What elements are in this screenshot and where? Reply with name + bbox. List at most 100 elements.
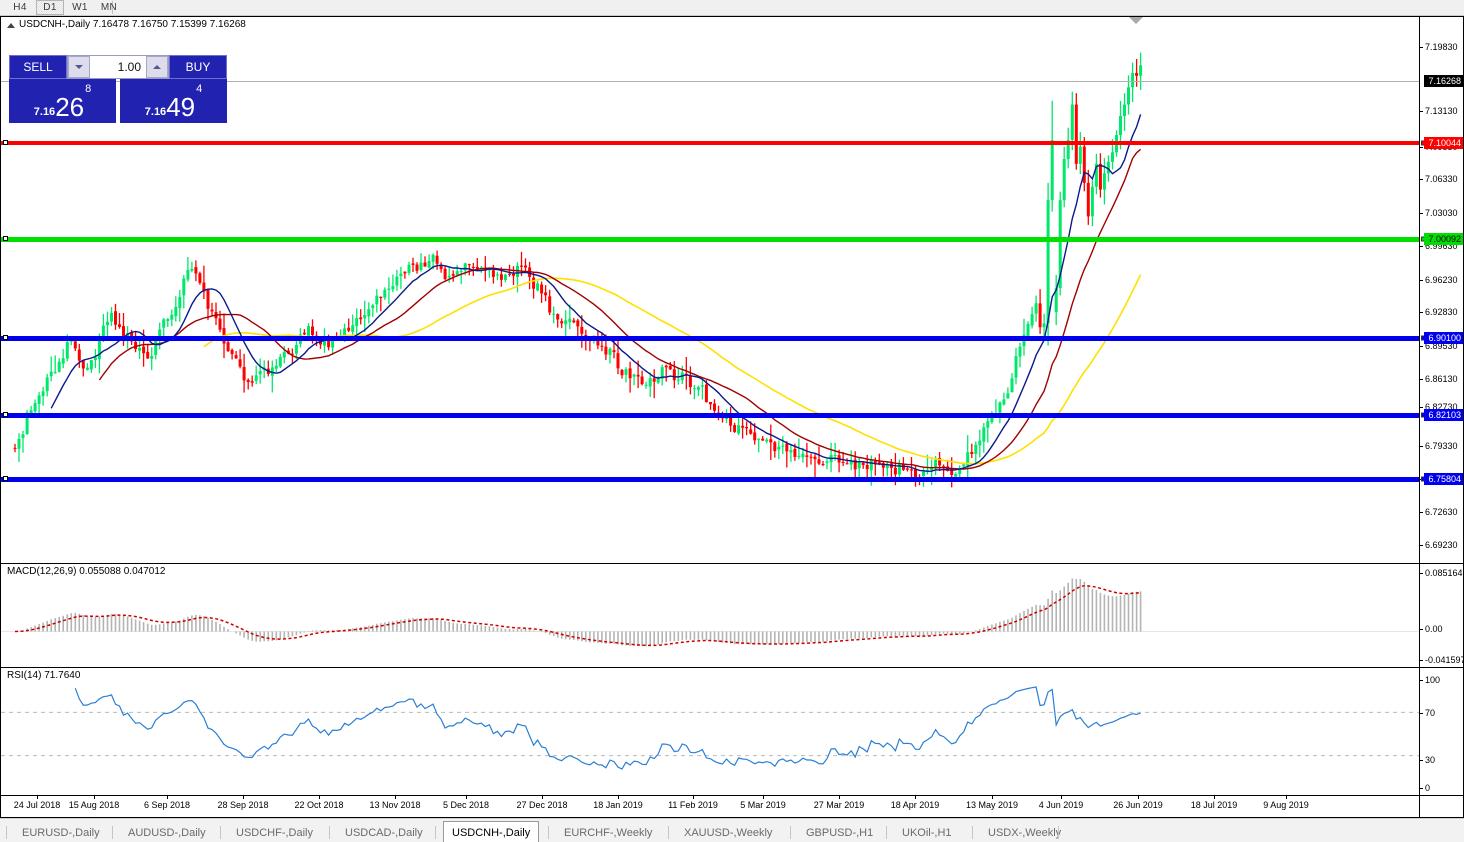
symbol-tab-audusddaily[interactable]: AUDUSD-,Daily [128, 826, 206, 839]
resistance-line-red[interactable] [1, 141, 1419, 145]
tab-separator [886, 826, 887, 839]
tab-separator [972, 826, 973, 839]
price-scale-label: 6.92830 [1425, 307, 1458, 317]
line-anchor-handle[interactable] [3, 140, 8, 145]
macd-scale-tick [1420, 660, 1423, 661]
date-axis-label: 11 Feb 2019 [668, 800, 718, 810]
sell-price-display[interactable]: 7.16 26 8 [9, 79, 116, 123]
price-tick [1420, 407, 1423, 408]
date-axis-label: 5 Mar 2019 [740, 800, 786, 810]
symbol-tab-usdchfdaily[interactable]: USDCHF-,Daily [236, 826, 313, 839]
price-tick [1420, 545, 1423, 546]
chevron-up-icon [153, 65, 161, 69]
date-tick [693, 796, 694, 799]
price-scale-label: 6.82730 [1425, 402, 1458, 412]
date-tick [992, 796, 993, 799]
line-anchor-handle[interactable] [3, 236, 8, 241]
line-anchor-handle[interactable] [3, 412, 8, 417]
macd-title: MACD(12,26,9) 0.055088 0.047012 [7, 566, 166, 577]
resistance-line-red-tag: 7.10044 [1424, 137, 1463, 149]
support-line-blue-3[interactable] [1, 477, 1419, 482]
price-scale-label: 7.06330 [1425, 174, 1458, 184]
sell-price-pipette: 8 [85, 83, 92, 95]
buy-button[interactable]: BUY [169, 55, 227, 79]
symbol-tab-eurchfweekly[interactable]: EURCHF-,Weekly [564, 826, 653, 839]
timeframe-button-h4[interactable]: H4 [13, 2, 27, 13]
price-tick [1420, 346, 1423, 347]
volume-increment-button[interactable] [146, 56, 168, 78]
price-scale-label: 6.69230 [1425, 540, 1458, 550]
date-axis-label: 13 Nov 2018 [369, 800, 421, 810]
tab-separator [112, 826, 113, 839]
date-tick [1286, 796, 1287, 799]
price-tick [1420, 147, 1423, 148]
symbol-tab-ukoilh1[interactable]: UKOil-,H1 [902, 826, 952, 839]
price-tick [1420, 379, 1423, 380]
current-price-line[interactable] [1, 81, 1419, 82]
date-tick [542, 796, 543, 799]
volume-input[interactable]: 1.00 [117, 60, 141, 74]
rsi-plot-area[interactable] [1, 668, 1419, 795]
tab-separator [548, 826, 549, 839]
symbol-tab-xauusdweekly[interactable]: XAUUSD-,Weekly [684, 826, 773, 839]
symbol-tab-usdcaddaily[interactable]: USDCAD-,Daily [345, 826, 423, 839]
price-scale[interactable]: 7.198307.131307.095307.063307.030306.996… [1419, 17, 1463, 580]
date-tick [618, 796, 619, 799]
price-scale-label: 6.79330 [1425, 441, 1458, 451]
toolbar-separator [112, 1, 113, 14]
macd-series [1, 578, 1419, 647]
date-axis-label: 24 Jul 2018 [13, 800, 61, 810]
date-tick [763, 796, 764, 799]
tab-separator [329, 826, 330, 839]
date-tick [94, 796, 95, 799]
date-tick [167, 796, 168, 799]
macd-plot-area[interactable] [1, 564, 1419, 667]
sell-price-prefix: 7.16 [33, 106, 56, 118]
support-line-green[interactable] [1, 237, 1419, 242]
rsi-scale-label: 100 [1425, 675, 1441, 685]
support-line-blue-1[interactable] [1, 336, 1419, 341]
tab-separator [435, 826, 436, 839]
date-tick [37, 796, 38, 799]
price-plot-area[interactable] [1, 17, 1419, 563]
buy-price-pipette: 4 [196, 83, 203, 95]
sell-button[interactable]: SELL [9, 55, 67, 79]
date-axis-label: 22 Oct 2018 [294, 800, 344, 810]
macd-scale: 0.085164 0.00 -0.041597 [1419, 564, 1464, 667]
date-axis-label: 4 Jun 2019 [1038, 800, 1084, 810]
symbol-tab-eurusddaily[interactable]: EURUSD-,Daily [22, 826, 100, 839]
date-axis-label: 18 Jul 2019 [1190, 800, 1238, 810]
line-anchor-handle[interactable] [3, 335, 8, 340]
trade-panel-prices: 7.16 26 8 7.16 49 4 [9, 79, 227, 123]
chart-header-text: USDCNH-,Daily 7.16478 7.16750 7.15399 7.… [19, 19, 246, 30]
date-tick [466, 796, 467, 799]
chart-shift-marker-icon[interactable] [1129, 17, 1143, 24]
collapse-arrow-icon[interactable] [7, 23, 15, 28]
timeframe-button-mn[interactable]: MN [100, 2, 118, 13]
date-axis-label: 9 Aug 2019 [1263, 800, 1309, 810]
chevron-down-icon [75, 65, 83, 69]
support-line-blue-2[interactable] [1, 413, 1419, 418]
line-anchor-handle[interactable] [3, 476, 8, 481]
rsi-scale: 100 70 30 0 [1419, 668, 1463, 795]
sell-price-main: 26 [55, 92, 85, 122]
volume-decrement-button[interactable] [68, 56, 90, 78]
price-tick [1420, 312, 1423, 313]
price-scale-label: 6.89530 [1425, 341, 1458, 351]
price-tick [1420, 280, 1423, 281]
timeframe-button-d1[interactable]: D1 [36, 0, 64, 15]
date-axis-label: 18 Apr 2019 [890, 800, 940, 810]
volume-stepper[interactable]: 1.00 [67, 55, 169, 79]
symbol-tab-bar: EURUSD-,Daily AUDUSD-,Daily USDCHF-,Daily U… [0, 818, 1464, 842]
rsi-scale-tick [1420, 788, 1423, 789]
date-axis[interactable]: 24 Jul 2018 15 Aug 2018 6 Sep 2018 28 Sep 2… [1, 795, 1463, 817]
buy-price-display[interactable]: 7.16 49 4 [120, 79, 227, 123]
support-line-green-tag: 7.00092 [1424, 233, 1463, 245]
timeframe-button-w1[interactable]: W1 [72, 2, 88, 13]
price-scale-label: 7.03030 [1425, 208, 1458, 218]
symbol-tab-usdxweekly[interactable]: USDX-,Weekly [988, 826, 1062, 839]
symbol-tab-gbpusdh1[interactable]: GBPUSD-,H1 [806, 826, 874, 839]
one-click-trading-panel[interactable]: SELL 1.00 BUY 7.16 26 8 [9, 55, 227, 123]
macd-pane: MACD(12,26,9) 0.055088 0.047012 0.085164… [1, 563, 1464, 667]
symbol-tab-usdcnhdaily[interactable]: USDCNH-,Daily [443, 821, 540, 842]
